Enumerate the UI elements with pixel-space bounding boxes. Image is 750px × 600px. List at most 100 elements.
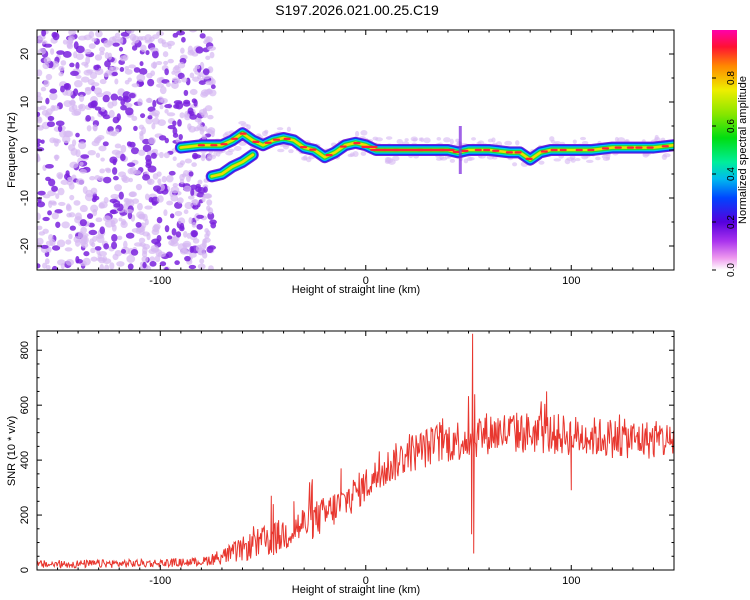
noise-point: [109, 262, 115, 270]
ridge-halo-point: [360, 151, 367, 156]
ridge-halo-point: [384, 159, 391, 165]
colorbar-tick-label: 0.4: [726, 167, 737, 181]
noise-point: [169, 213, 175, 219]
noise-point: [176, 30, 186, 36]
noise-point: [124, 209, 134, 214]
ridge-halo-point: [206, 153, 214, 159]
noise-point: [177, 119, 182, 127]
snr-background: [37, 331, 674, 570]
ridge-halo-point: [286, 126, 291, 132]
noise-point: [202, 107, 207, 114]
noise-point: [58, 201, 66, 206]
noise-point: [202, 252, 208, 259]
noise-point: [202, 68, 210, 76]
ridge-halo-point: [661, 154, 668, 160]
noise-point: [136, 202, 143, 211]
noise-point: [192, 238, 200, 244]
noise-point: [167, 58, 174, 64]
ridge-halo-point: [574, 158, 581, 162]
noise-point: [60, 60, 67, 66]
noise-point: [90, 256, 98, 262]
ridge-halo-point: [277, 148, 285, 153]
snr-y-axis-label: SNR (10 * v/v): [6, 416, 18, 486]
colorbar-ticks: 0.0 0.2 0.4 0.6 0.8: [712, 71, 737, 277]
noise-point: [131, 45, 138, 51]
noise-point: [62, 135, 71, 144]
noise-point: [80, 154, 90, 159]
noise-point: [66, 203, 71, 210]
ridge-halo-point: [355, 130, 360, 137]
noise-point: [57, 187, 65, 196]
noise-point: [45, 164, 54, 169]
noise-point: [93, 87, 102, 95]
noise-point: [116, 261, 125, 267]
noise-point: [139, 61, 144, 67]
noise-point: [172, 132, 179, 138]
noise-point: [156, 216, 163, 224]
noise-point: [56, 172, 64, 179]
noise-point: [37, 212, 41, 221]
noise-point: [135, 221, 142, 228]
noise-point: [102, 176, 112, 184]
noise-point: [104, 51, 110, 60]
noise-point: [181, 77, 188, 83]
noise-point: [63, 83, 70, 90]
ridge-halo-point: [288, 149, 294, 154]
noise-point: [204, 105, 213, 112]
noise-point: [87, 150, 96, 156]
noise-point: [201, 75, 211, 80]
noise-point: [37, 95, 43, 102]
noise-point: [183, 185, 192, 193]
noise-point: [105, 168, 112, 174]
noise-point: [114, 249, 122, 257]
noise-point: [126, 254, 136, 263]
noise-point: [120, 98, 126, 106]
noise-point: [89, 71, 98, 80]
noise-point: [166, 200, 174, 206]
noise-point: [127, 263, 134, 270]
noise-point: [85, 114, 92, 122]
noise-point: [62, 39, 68, 45]
spectrogram-ridge: [174, 126, 674, 183]
noise-point: [90, 82, 100, 87]
spectrogram-ytick-label: 10: [19, 96, 31, 108]
noise-point: [94, 106, 102, 111]
noise-point: [110, 209, 117, 214]
noise-point: [55, 139, 61, 144]
noise-point: [37, 36, 43, 44]
noise-point: [116, 235, 123, 240]
ridge-halo-point: [468, 156, 475, 161]
noise-point: [42, 216, 50, 222]
noise-point: [82, 233, 89, 238]
noise-point: [151, 201, 157, 206]
noise-point: [173, 103, 180, 109]
noise-point: [49, 92, 58, 101]
noise-point: [189, 114, 198, 120]
noise-point: [83, 251, 90, 257]
noise-point: [52, 32, 60, 41]
noise-point: [98, 145, 107, 152]
spectrogram-x-axis-label: Height of straight line (km): [292, 284, 420, 296]
ridge-halo-point: [504, 140, 513, 146]
noise-point: [204, 193, 213, 199]
noise-point: [37, 48, 46, 55]
spectrogram-ytick-label: 20: [19, 48, 31, 60]
noise-point: [184, 201, 194, 210]
noise-point: [116, 113, 121, 121]
noise-point: [84, 48, 92, 55]
noise-point: [51, 245, 61, 251]
noise-point: [71, 110, 81, 116]
noise-point: [43, 79, 50, 88]
noise-point: [207, 127, 216, 135]
noise-point: [90, 187, 98, 195]
ridge-halo-point: [572, 139, 577, 145]
noise-point: [187, 195, 195, 200]
colorbar-tick-label: 0.0: [726, 263, 737, 277]
noise-point: [56, 239, 66, 248]
spectrogram-ytick-label: -10: [19, 190, 31, 206]
noise-point: [110, 93, 119, 102]
noise-point: [108, 109, 115, 118]
noise-point: [119, 66, 125, 73]
noise-point: [90, 247, 96, 254]
